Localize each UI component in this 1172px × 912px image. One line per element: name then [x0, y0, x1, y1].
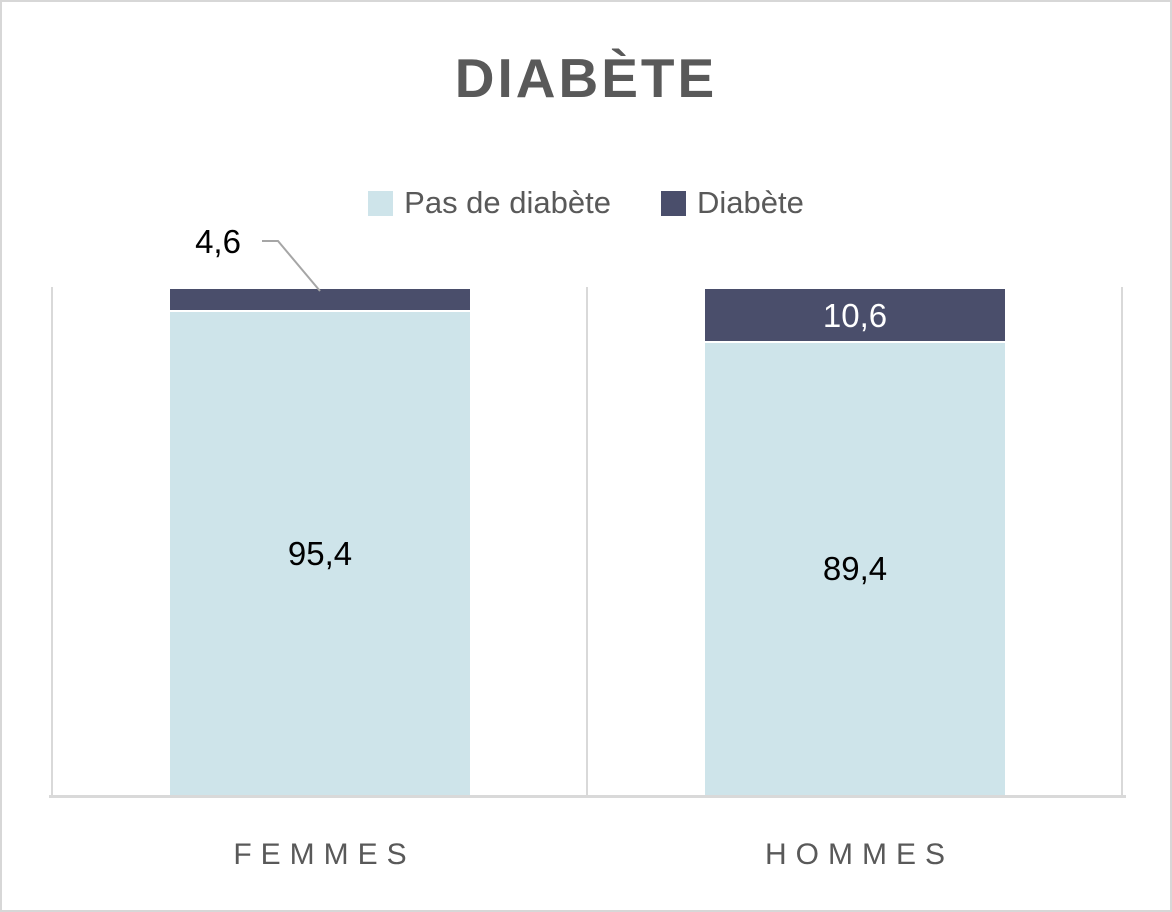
bar-segment-pas-de-diabete-femmes: [170, 312, 470, 795]
data-label-diabete-femmes-callout: 4,6: [195, 222, 241, 260]
gridline-right: [1121, 287, 1123, 798]
category-label-hommes: HOMMES: [765, 838, 954, 871]
gridline-middle: [586, 287, 588, 798]
category-axis-line: [49, 795, 1126, 798]
bar-segment-pas-de-diabete-hommes: [705, 342, 1005, 795]
legend-item-pas-de-diabete: Pas de diabète: [368, 185, 611, 221]
gridline-left: [51, 287, 53, 798]
legend: Pas de diabète Diabète: [2, 185, 1170, 221]
legend-item-diabete: Diabète: [660, 185, 804, 221]
chart-title: DIABÈTE: [454, 47, 718, 109]
legend-label-diabete: Diabète: [696, 185, 804, 220]
bar-segment-diabete-hommes: [705, 289, 1005, 343]
data-label-diabete-hommes: 10,6: [822, 297, 888, 335]
bar-segment-diabete-femmes: [170, 289, 470, 313]
legend-swatch-pas-de-diabete-icon: [368, 190, 394, 216]
data-label-pas-de-diabete-hommes: 89,4: [822, 550, 888, 588]
legend-swatch-diabete-icon: [660, 190, 686, 216]
category-label-femmes: FEMMES: [233, 838, 416, 871]
legend-label-pas-de-diabete: Pas de diabète: [404, 185, 611, 220]
leader-line: [262, 240, 321, 292]
data-label-pas-de-diabete-femmes: 95,4: [287, 535, 353, 573]
